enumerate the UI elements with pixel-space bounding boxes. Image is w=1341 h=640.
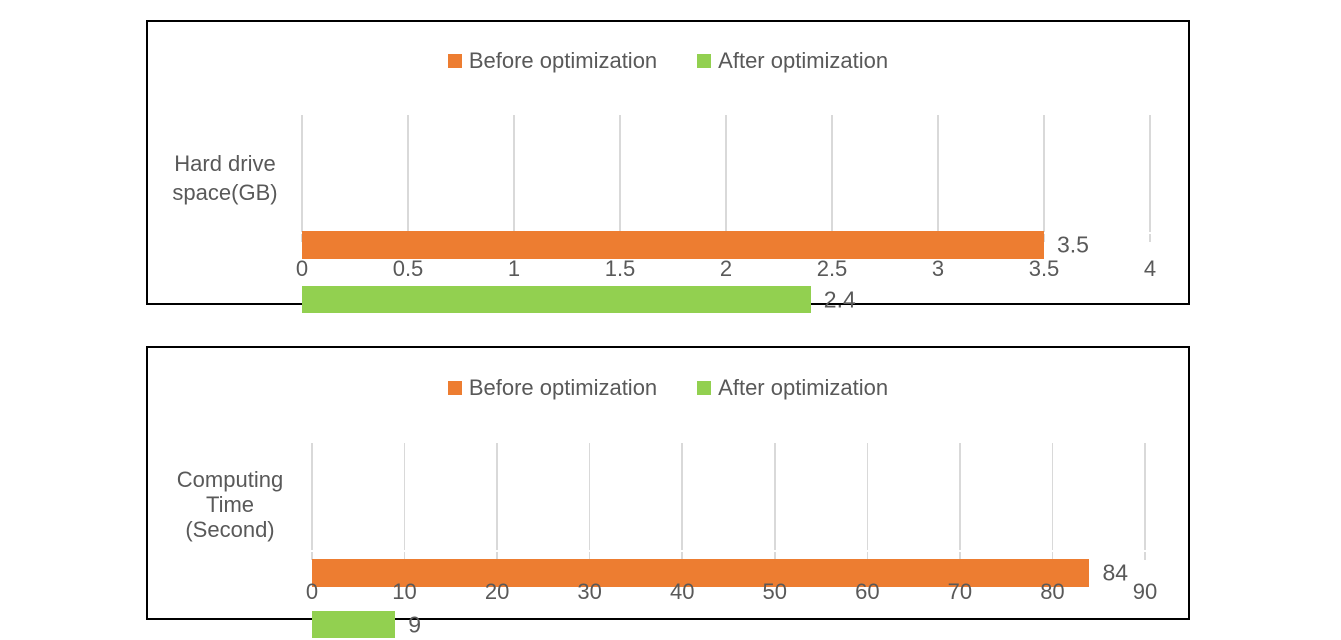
legend-label: Before optimization xyxy=(468,48,658,73)
axis-tick-mark xyxy=(1043,234,1045,242)
x-tick-label: 1.5 xyxy=(604,256,636,281)
gridline xyxy=(725,115,727,232)
legend-swatch-icon xyxy=(697,381,712,395)
legend-label: After optimization xyxy=(718,48,889,73)
plot-area: 84 9 xyxy=(311,443,1146,638)
axis-tick-mark xyxy=(681,552,683,560)
bar-before-optimization xyxy=(312,559,1090,587)
gridline xyxy=(937,115,939,232)
chart-hard-drive-space: Before optimization After optimization Ha… xyxy=(146,20,1190,313)
x-tick-label: 40 xyxy=(669,579,695,604)
x-tick-label: 90 xyxy=(1132,579,1158,604)
x-tick-label: 1 xyxy=(507,256,521,281)
gridline xyxy=(831,115,833,232)
gridline xyxy=(866,443,869,550)
axis-tick-mark xyxy=(774,552,776,560)
bar-after-optimization xyxy=(302,286,811,313)
legend-item-before-optimization: Before optimization xyxy=(447,48,658,74)
axis-tick-mark xyxy=(311,552,313,560)
category-label: Hard drive space(GB) xyxy=(172,151,278,205)
legend-item-before-optimization: Before optimization xyxy=(447,375,658,401)
axis-tick-mark xyxy=(959,552,961,560)
data-label: 84 xyxy=(1102,559,1129,586)
gridline xyxy=(301,115,303,232)
gridline xyxy=(1144,443,1146,550)
legend-item-after-optimization: After optimization xyxy=(697,48,888,74)
x-tick-label: 4 xyxy=(1143,256,1157,281)
chart-computing-time: Before optimization After optimization Co… xyxy=(146,346,1190,638)
x-tick-label: 0 xyxy=(305,579,319,604)
axis-tick-mark xyxy=(588,552,591,560)
legend-label: Before optimization xyxy=(468,375,658,400)
x-tick-label: 2.5 xyxy=(816,256,848,281)
data-label: 9 xyxy=(408,611,422,637)
data-label: 3.5 xyxy=(1057,231,1089,258)
x-tick-label: 20 xyxy=(484,579,510,604)
axis-tick-mark xyxy=(866,552,869,560)
axis-tick-mark xyxy=(1051,552,1054,560)
gridline xyxy=(403,443,406,550)
gridline xyxy=(588,443,591,550)
gridline xyxy=(681,443,683,550)
legend: Before optimization After optimization xyxy=(148,48,1188,74)
plot-area: 3.5 2.4 xyxy=(301,115,1151,313)
x-tick-label: 0.5 xyxy=(392,256,424,281)
x-tick-label: 2 xyxy=(719,256,733,281)
x-tick-label: 80 xyxy=(1040,579,1065,604)
gridline xyxy=(311,443,313,550)
gridline xyxy=(513,115,515,232)
axis-tick-mark xyxy=(403,552,406,560)
category-label: Computing Time (Second) xyxy=(176,466,284,542)
gridline xyxy=(959,443,961,550)
gridline xyxy=(1051,443,1054,550)
data-label: 2.4 xyxy=(823,286,856,312)
x-tick-label: 3 xyxy=(931,256,945,281)
gridline xyxy=(774,443,776,550)
legend-item-after-optimization: After optimization xyxy=(697,375,888,401)
x-tick-label: 3.5 xyxy=(1028,256,1060,281)
axis-tick-mark xyxy=(1149,234,1151,242)
legend: Before optimization After optimization xyxy=(148,375,1188,401)
x-tick-label: 10 xyxy=(392,579,417,604)
bar-before-optimization xyxy=(302,231,1044,259)
legend-swatch-icon xyxy=(447,54,462,68)
x-tick-label: 30 xyxy=(577,579,602,604)
x-tick-label: 0 xyxy=(295,256,309,281)
legend-swatch-icon xyxy=(697,54,712,68)
gridline xyxy=(1043,115,1045,232)
x-tick-label: 70 xyxy=(947,579,973,604)
axis-tick-mark xyxy=(496,552,498,560)
gridline xyxy=(407,115,409,232)
legend-swatch-icon xyxy=(447,381,462,395)
legend-label: After optimization xyxy=(718,375,889,400)
bar-after-optimization xyxy=(312,611,396,638)
x-tick-label: 60 xyxy=(855,579,880,604)
gridline xyxy=(1149,115,1151,232)
x-tick-label: 50 xyxy=(762,579,788,604)
gridline xyxy=(619,115,621,232)
gridline xyxy=(496,443,498,550)
axis-tick-mark xyxy=(1144,552,1146,560)
